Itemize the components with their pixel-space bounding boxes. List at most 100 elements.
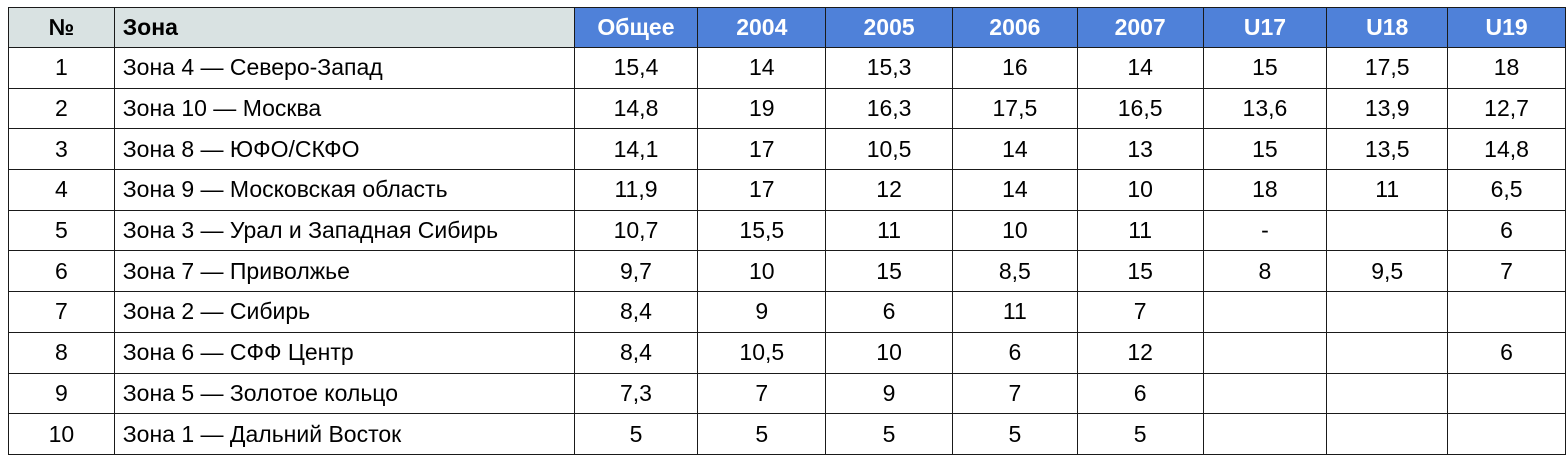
cell-zone[interactable]: Зона 5 — Золотое кольцо [113, 372, 575, 415]
cell-rank[interactable]: 8 [8, 331, 115, 374]
cell-2004[interactable]: 15,5 [697, 209, 827, 252]
cell-u18[interactable]: 13,5 [1326, 128, 1449, 171]
cell-u19[interactable]: 6 [1447, 209, 1566, 252]
cell-2004[interactable]: 17 [697, 128, 827, 171]
cell-2007[interactable]: 15 [1076, 250, 1204, 293]
cell-u17[interactable] [1202, 331, 1328, 374]
header-total[interactable]: Общее [573, 7, 699, 48]
cell-rank[interactable]: 4 [8, 169, 115, 211]
cell-rank[interactable]: 1 [8, 47, 115, 89]
cell-2006[interactable]: 16 [951, 47, 1078, 89]
cell-2005[interactable]: 12 [825, 169, 953, 211]
header-zone[interactable]: Зона [113, 7, 575, 48]
cell-rank[interactable]: 2 [8, 87, 115, 130]
cell-2006[interactable]: 10 [951, 209, 1078, 252]
cell-u17[interactable]: 15 [1202, 128, 1328, 171]
cell-2007[interactable]: 10 [1076, 169, 1204, 211]
cell-total[interactable]: 11,9 [573, 169, 699, 211]
cell-2005[interactable]: 11 [825, 209, 953, 252]
header-2006[interactable]: 2006 [951, 7, 1078, 48]
cell-total[interactable]: 8,4 [573, 331, 699, 374]
cell-2005[interactable]: 5 [825, 413, 953, 455]
cell-total[interactable]: 15,4 [573, 47, 699, 89]
cell-u19[interactable] [1447, 372, 1566, 415]
cell-u19[interactable]: 6 [1447, 331, 1566, 374]
cell-zone[interactable]: Зона 6 — СФФ Центр [113, 331, 575, 374]
cell-2007[interactable]: 6 [1076, 372, 1204, 415]
cell-zone[interactable]: Зона 10 — Москва [113, 87, 575, 130]
header-2007[interactable]: 2007 [1076, 7, 1204, 48]
cell-total[interactable]: 5 [573, 413, 699, 455]
header-u19[interactable]: U19 [1447, 7, 1566, 48]
cell-u19[interactable]: 12,7 [1447, 87, 1566, 130]
cell-2005[interactable]: 16,3 [825, 87, 953, 130]
header-2005[interactable]: 2005 [825, 7, 953, 48]
cell-u19[interactable]: 7 [1447, 250, 1566, 293]
cell-2006[interactable]: 11 [951, 291, 1078, 333]
cell-u18[interactable] [1326, 331, 1449, 374]
cell-zone[interactable]: Зона 8 — ЮФО/СКФО [113, 128, 575, 171]
cell-2004[interactable]: 9 [697, 291, 827, 333]
cell-2005[interactable]: 10 [825, 331, 953, 374]
cell-total[interactable]: 14,1 [573, 128, 699, 171]
cell-u17[interactable]: 18 [1202, 169, 1328, 211]
cell-2004[interactable]: 7 [697, 372, 827, 415]
cell-2007[interactable]: 14 [1076, 47, 1204, 89]
cell-rank[interactable]: 9 [8, 372, 115, 415]
cell-2006[interactable]: 5 [951, 413, 1078, 455]
cell-u18[interactable]: 11 [1326, 169, 1449, 211]
cell-2005[interactable]: 10,5 [825, 128, 953, 171]
cell-rank[interactable]: 7 [8, 291, 115, 333]
cell-2007[interactable]: 11 [1076, 209, 1204, 252]
cell-total[interactable]: 9,7 [573, 250, 699, 293]
cell-u18[interactable] [1326, 291, 1449, 333]
cell-zone[interactable]: Зона 9 — Московская область [113, 169, 575, 211]
cell-u17[interactable]: - [1202, 209, 1328, 252]
cell-2005[interactable]: 15,3 [825, 47, 953, 89]
cell-zone[interactable]: Зона 2 — Сибирь [113, 291, 575, 333]
cell-2004[interactable]: 19 [697, 87, 827, 130]
cell-u19[interactable] [1447, 413, 1566, 455]
cell-2005[interactable]: 9 [825, 372, 953, 415]
cell-2007[interactable]: 13 [1076, 128, 1204, 171]
cell-rank[interactable]: 6 [8, 250, 115, 293]
header-2004[interactable]: 2004 [697, 7, 827, 48]
cell-u19[interactable]: 14,8 [1447, 128, 1566, 171]
cell-2007[interactable]: 5 [1076, 413, 1204, 455]
cell-rank[interactable]: 3 [8, 128, 115, 171]
cell-u19[interactable]: 6,5 [1447, 169, 1566, 211]
cell-total[interactable]: 7,3 [573, 372, 699, 415]
cell-2004[interactable]: 17 [697, 169, 827, 211]
cell-u18[interactable]: 13,9 [1326, 87, 1449, 130]
cell-u18[interactable] [1326, 413, 1449, 455]
cell-2005[interactable]: 15 [825, 250, 953, 293]
cell-u18[interactable]: 9,5 [1326, 250, 1449, 293]
cell-zone[interactable]: Зона 1 — Дальний Восток [113, 413, 575, 455]
cell-2006[interactable]: 6 [951, 331, 1078, 374]
cell-u17[interactable]: 13,6 [1202, 87, 1328, 130]
cell-total[interactable]: 8,4 [573, 291, 699, 333]
cell-zone[interactable]: Зона 4 — Северо-Запад [113, 47, 575, 89]
cell-u17[interactable] [1202, 413, 1328, 455]
cell-u19[interactable]: 18 [1447, 47, 1566, 89]
cell-total[interactable]: 10,7 [573, 209, 699, 252]
cell-rank[interactable]: 10 [8, 413, 115, 455]
cell-2004[interactable]: 14 [697, 47, 827, 89]
cell-2006[interactable]: 14 [951, 128, 1078, 171]
cell-u17[interactable]: 15 [1202, 47, 1328, 89]
header-num[interactable]: № [8, 7, 115, 48]
cell-2007[interactable]: 7 [1076, 291, 1204, 333]
cell-u19[interactable] [1447, 291, 1566, 333]
cell-2006[interactable]: 8,5 [951, 250, 1078, 293]
cell-u18[interactable]: 17,5 [1326, 47, 1449, 89]
cell-2006[interactable]: 14 [951, 169, 1078, 211]
cell-zone[interactable]: Зона 7 — Приволжье [113, 250, 575, 293]
cell-2006[interactable]: 7 [951, 372, 1078, 415]
header-u18[interactable]: U18 [1326, 7, 1449, 48]
cell-2004[interactable]: 10,5 [697, 331, 827, 374]
cell-2006[interactable]: 17,5 [951, 87, 1078, 130]
cell-u18[interactable] [1326, 372, 1449, 415]
cell-zone[interactable]: Зона 3 — Урал и Западная Сибирь [113, 209, 575, 252]
cell-2005[interactable]: 6 [825, 291, 953, 333]
cell-2007[interactable]: 12 [1076, 331, 1204, 374]
